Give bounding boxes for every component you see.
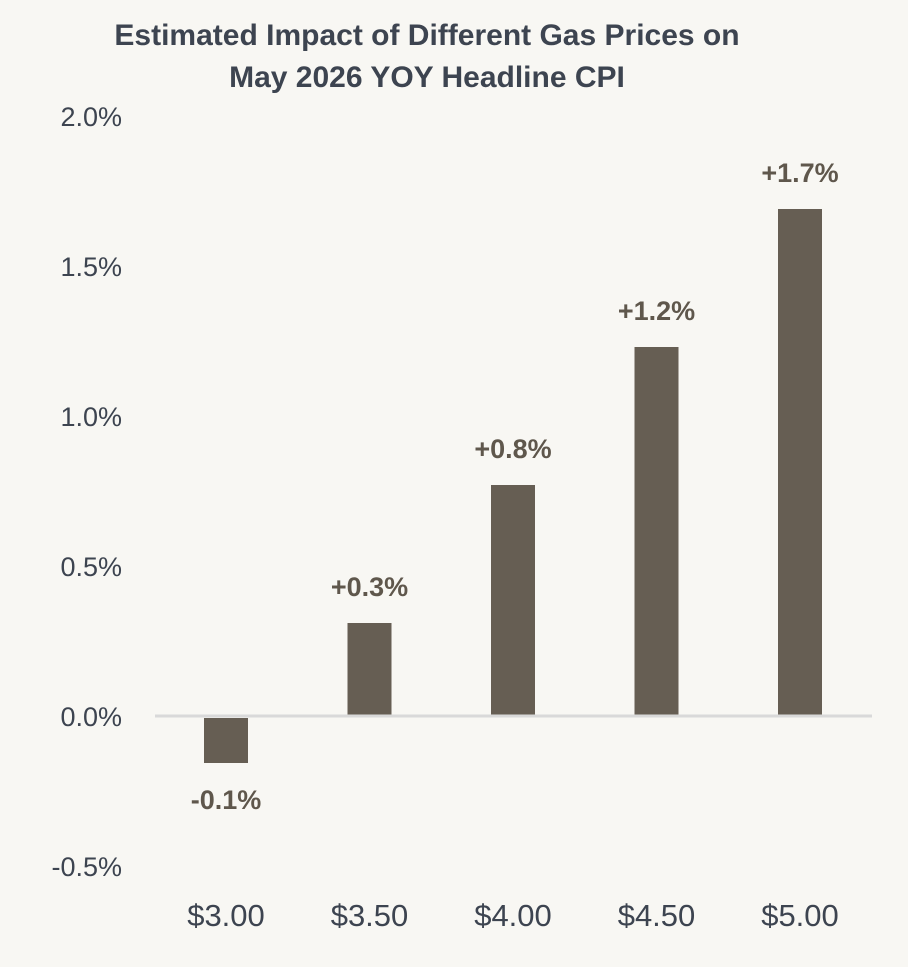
y-tick-label: 0.0%	[60, 702, 122, 732]
bar	[491, 485, 535, 715]
y-tick-label: 0.5%	[60, 552, 122, 582]
data-label: -0.1%	[191, 785, 262, 815]
bar	[634, 347, 679, 715]
bar	[204, 718, 248, 763]
data-label: +0.8%	[474, 434, 551, 464]
data-label: +1.7%	[761, 158, 838, 188]
y-tick-label: 1.5%	[60, 252, 122, 282]
y-tick-label: -0.5%	[51, 852, 122, 882]
y-tick-label: 2.0%	[60, 102, 122, 132]
chart-title: Estimated Impact of Different Gas Prices…	[114, 19, 739, 52]
x-tick-label: $4.00	[474, 898, 552, 933]
bar	[347, 623, 392, 715]
y-tick-label: 1.0%	[60, 402, 122, 432]
x-tick-label: $4.50	[618, 898, 696, 933]
x-tick-label: $5.00	[761, 898, 839, 933]
data-label: +1.2%	[618, 296, 695, 326]
bar	[778, 209, 822, 715]
x-tick-label: $3.50	[331, 898, 409, 933]
x-tick-label: $3.00	[187, 898, 265, 933]
data-label: +0.3%	[331, 572, 408, 602]
chart-subtitle: May 2026 YOY Headline CPI	[229, 61, 625, 94]
